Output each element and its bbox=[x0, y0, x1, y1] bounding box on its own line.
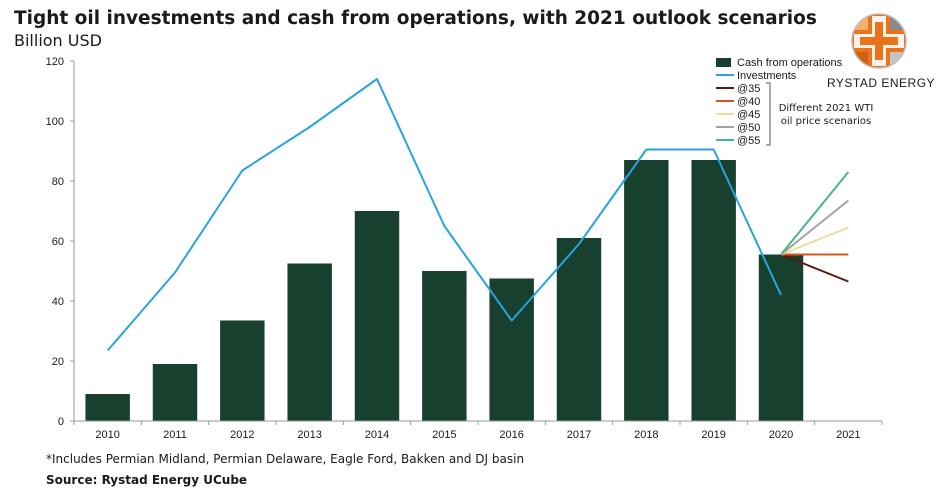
x-tick-label: 2012 bbox=[230, 429, 254, 441]
legend-label: @50 bbox=[737, 122, 760, 134]
bar-cash-from-operations bbox=[152, 364, 198, 421]
x-tick-label: 2020 bbox=[769, 429, 793, 441]
x-tick-label: 2010 bbox=[95, 429, 119, 441]
scenario-line-at55 bbox=[780, 171, 850, 256]
investments-line bbox=[106, 78, 782, 352]
y-tick-label: 60 bbox=[52, 236, 64, 248]
x-tick-label: 2019 bbox=[701, 429, 725, 441]
bar-cash-from-operations bbox=[354, 211, 400, 421]
x-tick-label: 2016 bbox=[499, 429, 523, 441]
source-note: Source: Rystad Energy UCube bbox=[46, 473, 248, 487]
scenario-line-at45 bbox=[780, 226, 849, 256]
y-tick-label: 80 bbox=[52, 176, 64, 188]
legend-label: @55 bbox=[737, 135, 760, 147]
bar-cash-from-operations bbox=[624, 160, 669, 421]
x-tick-label: 2015 bbox=[432, 429, 456, 441]
chart-subtitle: Billion USD bbox=[14, 31, 102, 50]
legend-bracket bbox=[766, 82, 771, 146]
x-tick-label: 2011 bbox=[163, 429, 187, 441]
bar-cash-from-operations bbox=[220, 320, 265, 421]
rystad-logo-icon bbox=[851, 13, 907, 69]
x-tick-label: 2013 bbox=[297, 429, 321, 441]
bar-cash-from-operations bbox=[691, 160, 736, 421]
bar-cash-from-operations bbox=[85, 394, 130, 421]
bar-cash-from-operations bbox=[287, 263, 332, 421]
bar-cash-from-operations bbox=[758, 254, 804, 421]
legend-annotation-line1: Different 2021 WTI bbox=[779, 103, 874, 114]
x-tick-label: 2021 bbox=[836, 429, 860, 441]
y-tick-label: 100 bbox=[46, 116, 64, 128]
bar-cash-from-operations bbox=[422, 271, 467, 421]
legend-label: @45 bbox=[737, 109, 760, 121]
x-tick-label: 2018 bbox=[634, 429, 658, 441]
chart-title: Tight oil investments and cash from oper… bbox=[14, 8, 817, 29]
y-tick-label: 40 bbox=[52, 296, 64, 308]
y-tick-label: 0 bbox=[58, 416, 64, 428]
x-tick-label: 2014 bbox=[365, 429, 389, 441]
brand-name: RYSTAD ENERGY bbox=[826, 76, 936, 90]
legend-label: @35 bbox=[737, 83, 760, 95]
legend-label: Investments bbox=[737, 70, 797, 82]
legend-swatch-cash-from-operations bbox=[716, 58, 731, 67]
scenario-line-at35 bbox=[780, 253, 849, 283]
y-tick-label: 120 bbox=[46, 56, 64, 68]
bar-cash-from-operations bbox=[556, 238, 602, 421]
legend-label: Cash from operations bbox=[737, 57, 843, 69]
x-tick-label: 2017 bbox=[567, 429, 591, 441]
legend-label: @40 bbox=[737, 96, 760, 108]
footnote: *Includes Permian Midland, Permian Delaw… bbox=[46, 452, 525, 466]
legend-annotation-line2: oil price scenarios bbox=[781, 116, 871, 127]
y-tick-label: 20 bbox=[52, 356, 64, 368]
scenario-line-at50 bbox=[780, 199, 849, 256]
